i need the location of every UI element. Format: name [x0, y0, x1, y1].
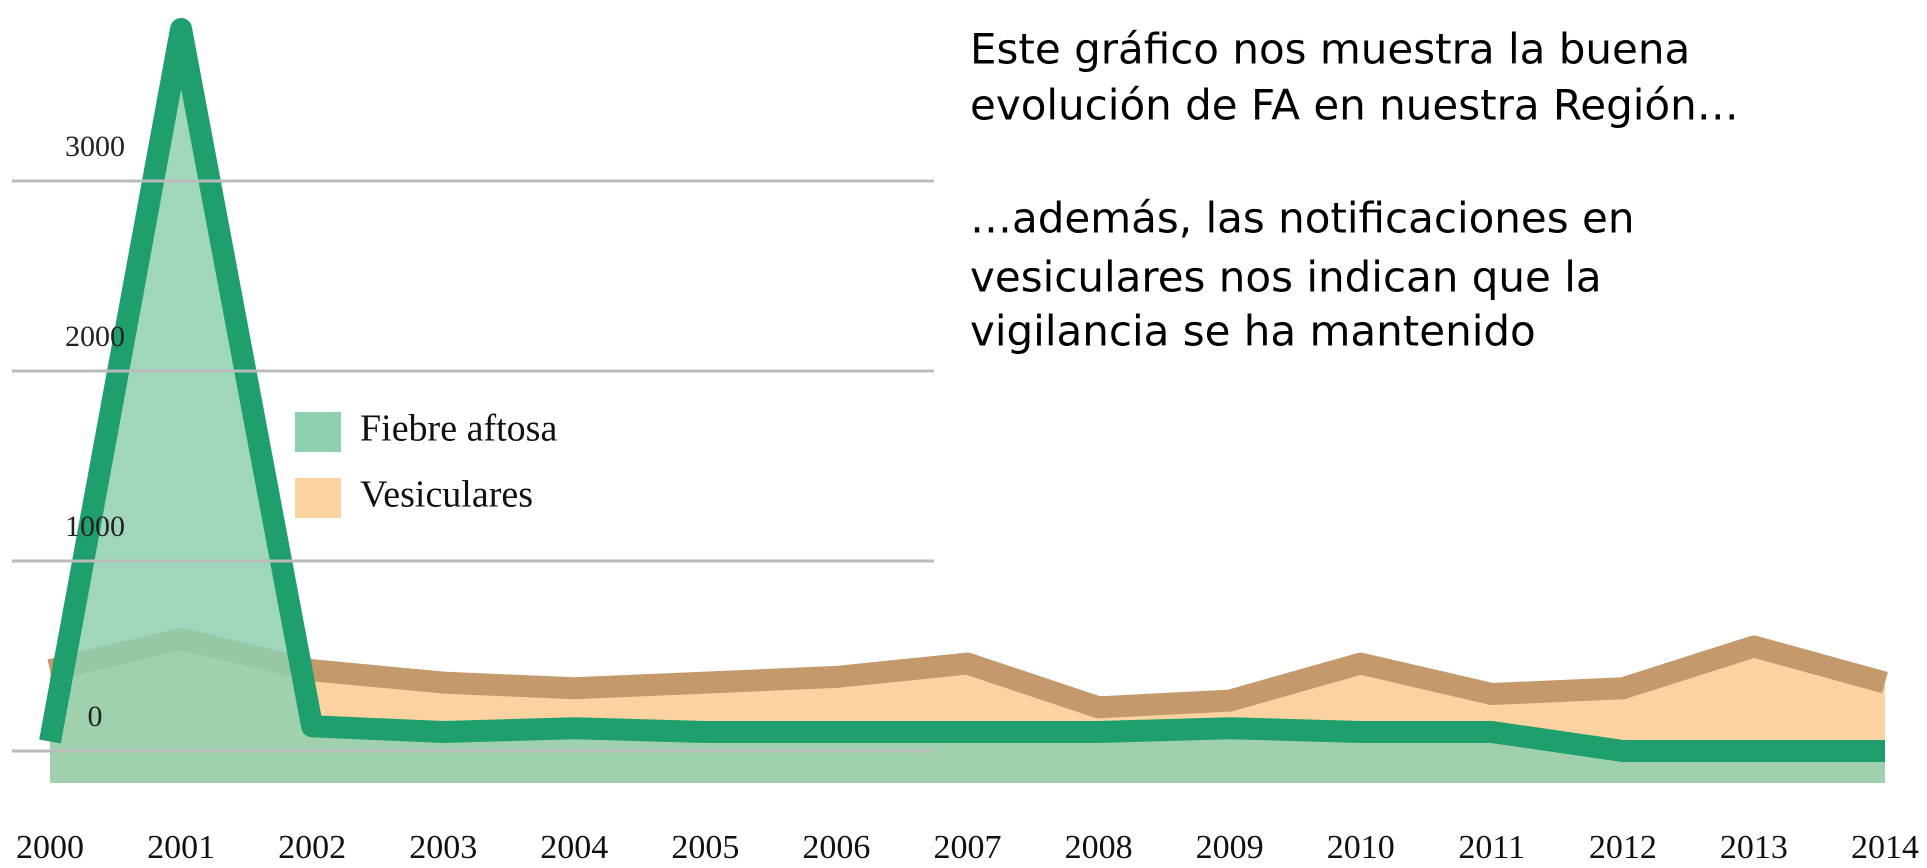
x-tick-label: 2012 — [1589, 829, 1657, 866]
x-tick-label: 2013 — [1720, 829, 1788, 866]
annotation: evolución de FA en nuestra Región… — [970, 81, 1739, 130]
x-tick-label: 2007 — [934, 829, 1002, 866]
area — [50, 29, 1885, 783]
y-tick-label: 0 — [88, 700, 103, 733]
x-tick-label: 2009 — [1196, 829, 1264, 866]
annotation: …además, las notificaciones en — [970, 194, 1634, 243]
area-edge — [47, 627, 1888, 719]
y-tick-label: 3000 — [65, 130, 125, 163]
x-tick-label: 2010 — [1327, 829, 1395, 866]
x-tick-label: 2001 — [147, 829, 215, 866]
y-tick-label: 2000 — [65, 320, 125, 353]
x-tick-label: 2006 — [802, 829, 870, 866]
legend-label: Fiebre aftosa — [360, 408, 557, 450]
y-tick-label: 1000 — [65, 510, 125, 543]
legend-label: Vesiculares — [360, 474, 533, 516]
annotation: vesiculares nos indican que la — [970, 253, 1602, 302]
legend-swatch — [295, 478, 341, 518]
x-tick-label: 2003 — [409, 829, 477, 866]
x-tick-label: 2008 — [1065, 829, 1133, 866]
legend-swatch — [295, 412, 341, 452]
annotation: Este gráfico nos muestra la buena — [970, 25, 1690, 74]
annotation: vigilancia se ha mantenido — [970, 307, 1536, 356]
area-edge — [39, 18, 1885, 762]
x-tick-label: 2002 — [278, 829, 346, 866]
x-tick-label: 2004 — [540, 829, 608, 866]
x-tick-label: 2000 — [16, 829, 84, 866]
x-tick-label: 2005 — [671, 829, 739, 866]
x-tick-label: 2014 — [1851, 829, 1919, 866]
x-tick-label: 2011 — [1458, 829, 1525, 866]
